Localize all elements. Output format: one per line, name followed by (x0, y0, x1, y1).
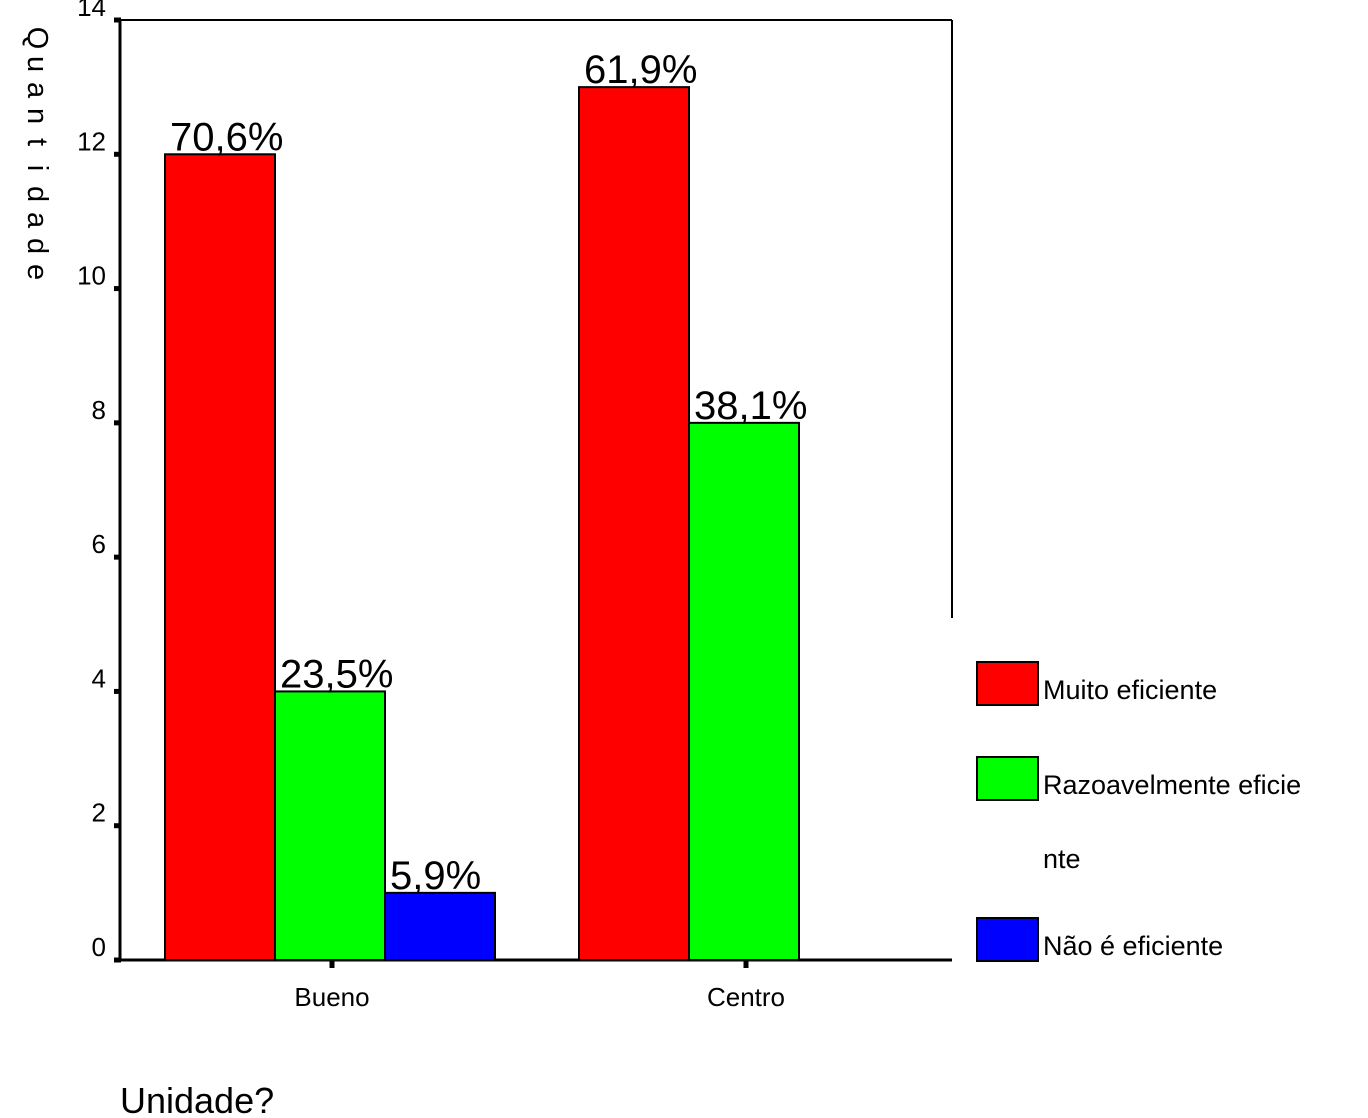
data-label-centro-series-2: 38,1% (694, 384, 807, 428)
y-tick-label: 2 (92, 798, 106, 828)
bar-bueno-series-1 (164, 153, 276, 962)
legend-label-1: Muito eficiente (1043, 675, 1217, 705)
y-axis-title-char: a (21, 82, 53, 99)
bar-bueno-series-3 (384, 891, 496, 961)
legend-swatch-2 (976, 756, 1039, 801)
y-tick-label: 12 (77, 126, 106, 156)
y-axis-title-char: n (21, 108, 53, 124)
legend-label-3: Não é eficiente (1043, 931, 1223, 961)
legend-swatch-1 (976, 661, 1039, 706)
bar-centro-series-2 (688, 421, 800, 962)
y-axis-title-char: d (21, 238, 53, 254)
data-label-centro-series-1: 61,9% (584, 48, 697, 92)
data-labels: 70,6% 23,5% 5,9% 61,9% 38,1% (170, 48, 807, 898)
legend-swatch-3 (976, 917, 1039, 962)
y-axis-title-char: u (21, 56, 53, 72)
legend-label-2: Razoavelmente eficie (1043, 770, 1301, 800)
bar-centro-series-1 (578, 86, 690, 961)
x-tick-label-centro: Centro (707, 982, 785, 1012)
x-axis: Bueno Centro (294, 959, 785, 1012)
y-axis-title-char: i (21, 165, 53, 171)
y-axis-title-char: d (21, 186, 53, 202)
y-tick-label: 10 (77, 261, 106, 291)
y-tick-label: 14 (77, 0, 106, 22)
data-label-bueno-series-1: 70,6% (170, 115, 283, 159)
y-tick-label: 8 (92, 395, 106, 425)
y-tick-label: 0 (92, 932, 106, 962)
x-axis-title: Unidade? (120, 1080, 274, 1118)
y-axis-title-char: Q (21, 27, 53, 50)
y-axis: 0 2 4 6 8 10 12 14 (77, 0, 121, 963)
y-tick-label: 4 (92, 663, 106, 693)
legend-label-2: nte (1043, 844, 1081, 874)
y-axis-title-char: a (21, 212, 53, 229)
data-label-bueno-series-2: 23,5% (280, 652, 393, 696)
bars (164, 86, 800, 962)
data-label-bueno-series-3: 5,9% (390, 854, 481, 898)
y-axis-title-char: e (21, 264, 53, 280)
x-tick-label-bueno: Bueno (294, 982, 369, 1012)
bar-bueno-series-2 (274, 690, 386, 962)
y-tick-label: 6 (92, 529, 106, 559)
legend: Muito eficiente Razoavelmente eficie nte Nã… (976, 661, 1301, 962)
y-axis-title-char: t (21, 138, 53, 146)
